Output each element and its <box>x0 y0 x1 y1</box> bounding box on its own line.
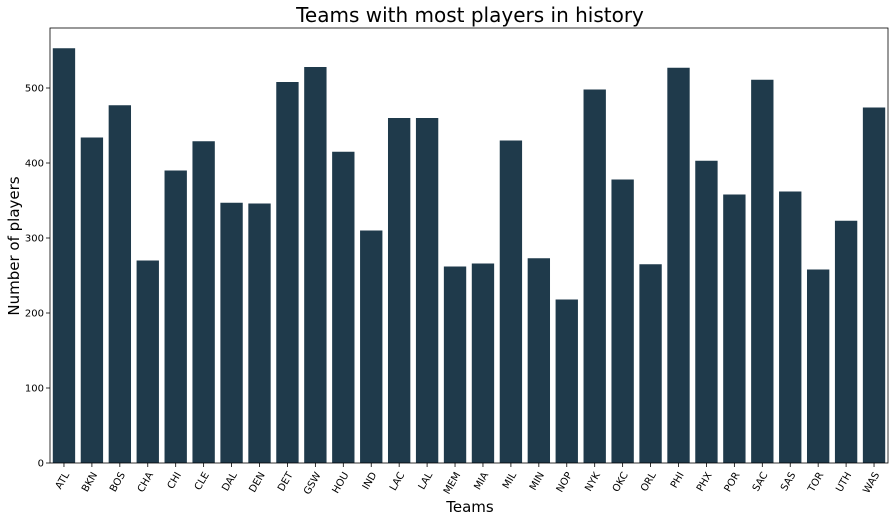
bar-lal <box>415 118 439 463</box>
x-tick-label-nyk: NYK <box>583 470 603 493</box>
bar-mia <box>471 263 495 463</box>
bar-bos <box>108 105 132 463</box>
x-tick-label-mem: MEM <box>442 470 463 496</box>
x-tick-label-tor: TOR <box>806 470 827 495</box>
bar-bkn <box>80 137 104 463</box>
x-tick-label-bkn: BKN <box>80 471 100 495</box>
x-tick-label-gsw: GSW <box>302 470 324 496</box>
bar-det <box>276 82 299 463</box>
axes-frame <box>49 27 889 464</box>
bar-was <box>862 107 886 463</box>
y-tick-label: 0 <box>38 459 44 470</box>
y-tick-label: 500 <box>25 84 44 95</box>
bar-ind <box>360 230 383 463</box>
bar-mem <box>443 266 467 463</box>
x-axis-label: Teams <box>445 498 494 516</box>
x-tick-label-por: POR <box>723 470 743 494</box>
x-tick-label-uth: UTH <box>834 471 854 495</box>
x-tick-label-cle: CLE <box>193 470 212 492</box>
x-tick-label-mia: MIA <box>472 470 491 492</box>
x-tick-label-lal: LAL <box>417 470 436 492</box>
bar-phx <box>695 160 718 463</box>
bar-nop <box>555 299 578 463</box>
bar-uth <box>834 220 858 463</box>
x-tick-label-sas: SAS <box>779 470 798 493</box>
chart-title: Teams with most players in history <box>295 3 644 27</box>
bar-cle <box>192 141 215 463</box>
bar-mil <box>499 140 523 463</box>
y-axis-label: Number of players <box>5 176 23 315</box>
bar-den <box>248 203 271 463</box>
x-tick-label-lac: LAC <box>388 470 407 492</box>
bar-phi <box>667 67 690 463</box>
bar-min <box>527 258 551 463</box>
x-tick-label-min: MIN <box>528 470 547 492</box>
x-tick-label-sac: SAC <box>751 470 771 493</box>
x-tick-label-chi: CHI <box>166 471 184 492</box>
x-tick-label-nop: NOP <box>555 471 575 495</box>
bar-cha <box>136 260 159 463</box>
bar-nyk <box>583 89 606 463</box>
bar-por <box>723 194 746 463</box>
bar-tor <box>806 269 830 463</box>
x-tick-label-ind: IND <box>361 470 380 491</box>
x-tick-label-bos: BOS <box>108 470 128 494</box>
bar-okc <box>611 179 634 463</box>
x-tick-label-dal: DAL <box>220 470 240 493</box>
bar-orl <box>639 264 662 463</box>
x-tick-label-phx: PHX <box>695 470 715 493</box>
x-tick-label-det: DET <box>276 470 296 494</box>
x-tick-label-phi: PHI <box>669 471 687 491</box>
y-tick-label: 200 <box>25 309 44 320</box>
x-tick-label-orl: ORL <box>639 470 659 494</box>
bar-sas <box>779 191 802 463</box>
y-tick-label: 300 <box>25 234 44 245</box>
bar-chi <box>164 170 187 463</box>
x-tick-label-was: WAS <box>861 470 882 495</box>
bar-atl <box>52 48 76 463</box>
bar-dal <box>220 202 243 463</box>
x-tick-label-cha: CHA <box>136 470 156 494</box>
x-tick-label-hou: HOU <box>331 471 352 496</box>
x-tick-label-mil: MIL <box>501 470 519 491</box>
bar-lac <box>387 118 411 463</box>
x-tick-label-den: DEN <box>247 471 267 495</box>
x-tick-label-okc: OKC <box>611 470 631 494</box>
bar-gsw <box>304 67 327 463</box>
bar-sac <box>751 79 774 463</box>
y-tick-label: 400 <box>25 159 44 170</box>
plot-area: 0 100 200 300 400 500 ATL BKN BOS CHA CHI CLE DAL DEN… <box>25 27 889 497</box>
y-tick-label: 100 <box>25 384 44 395</box>
bar-hou <box>332 151 355 463</box>
x-tick-label-atl: ATL <box>54 470 73 491</box>
